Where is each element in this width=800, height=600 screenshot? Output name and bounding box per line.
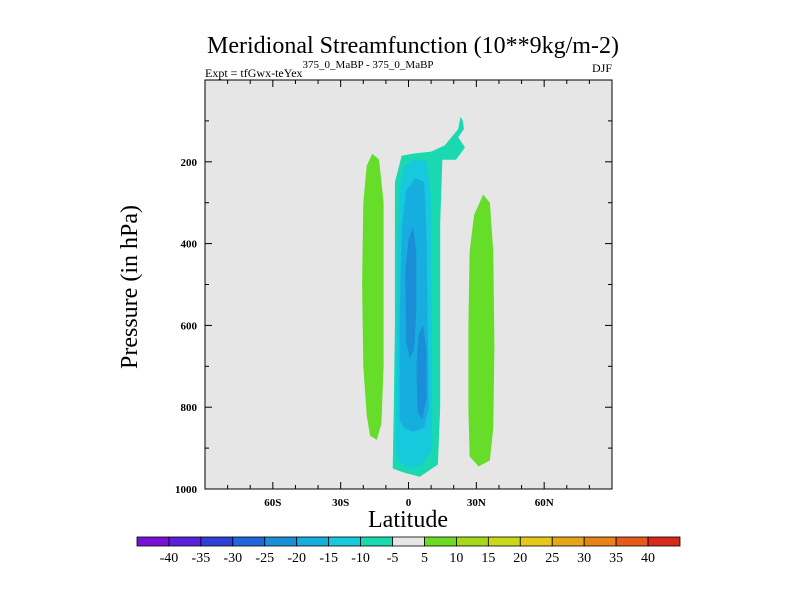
- colorbar-label: -20: [287, 551, 306, 566]
- colorbar-label: 35: [609, 551, 623, 566]
- colorbar-label: -15: [319, 551, 338, 566]
- colorbar-swatch: [328, 536, 361, 547]
- colorbar-swatch: [424, 536, 457, 547]
- colorbar-swatch: [232, 536, 266, 547]
- y-tick-label: 1000: [175, 484, 198, 496]
- colorbar: -40 -35 -30 -25 -20 -15 -10 -5 5 10 15 20 25 30 35 40: [136, 536, 681, 566]
- subtitle-left-sup: 375_0_MaBP - 375_0_MaBP: [303, 59, 434, 71]
- colorbar-swatch: [615, 536, 649, 547]
- colorbar-swatch: [136, 536, 170, 547]
- x-axis-label: Latitude: [368, 507, 448, 533]
- axis-ticks: 60S 30S 0 30N 60N 200 400 600 800 1000: [175, 80, 612, 509]
- contour-region-positive-cell-west: [362, 153, 384, 440]
- colorbar-swatch: [168, 536, 202, 547]
- subtitle-right: DJF: [592, 61, 612, 75]
- colorbar-label: -35: [192, 551, 211, 566]
- colorbar-label: 10: [449, 551, 463, 566]
- y-tick-label: 200: [181, 157, 198, 169]
- colorbar-label: -25: [255, 551, 274, 566]
- y-tick-label: 600: [181, 320, 198, 332]
- contour-region-negative-cell-core-a: [405, 227, 417, 359]
- colorbar-swatch: [487, 536, 521, 547]
- contour-region-negative-cell-core-b: [416, 325, 427, 420]
- colorbar-swatch: [392, 536, 425, 547]
- colorbar-label: -10: [351, 551, 370, 566]
- colorbar-label: -40: [160, 551, 179, 566]
- colorbar-swatch: [360, 536, 393, 547]
- contour-region-positive-cell-east: [468, 194, 495, 467]
- colorbar-label: 20: [513, 551, 527, 566]
- colorbar-label: -30: [223, 551, 242, 566]
- colorbar-swatch: [519, 536, 553, 547]
- x-tick-label: 0: [406, 497, 412, 509]
- colorbar-swatch: [583, 536, 617, 547]
- subtitle-left: Expt = tfGwx-teYex375_0_MaBP - 375_0_MaB…: [205, 59, 434, 80]
- colorbar-label: 5: [421, 551, 428, 566]
- colorbar-swatch: [456, 536, 489, 547]
- colorbar-swatch: [647, 536, 681, 547]
- colorbar-label: -5: [387, 551, 399, 566]
- colorbar-label: 15: [481, 551, 495, 566]
- y-tick-label: 400: [181, 239, 198, 251]
- chart-title: Meridional Streamfunction (10**9kg/m-2): [207, 33, 619, 59]
- colorbar-swatch: [296, 536, 330, 547]
- colorbar-label: 30: [577, 551, 591, 566]
- x-tick-label: 30S: [332, 497, 349, 509]
- colorbar-swatch: [264, 536, 298, 547]
- y-tick-label: 800: [181, 402, 198, 414]
- subtitle-left-main: Expt = tfGwx-teYex: [205, 66, 303, 80]
- colorbar-swatch: [551, 536, 585, 547]
- colorbar-swatch: [200, 536, 234, 547]
- colorbar-label: 25: [545, 551, 559, 566]
- x-tick-label: 30N: [467, 497, 486, 509]
- colorbar-label: 40: [641, 551, 655, 566]
- x-tick-label: 60S: [264, 497, 281, 509]
- x-tick-label: 60N: [535, 497, 554, 509]
- y-axis-label: Pressure (in hPa): [117, 205, 143, 369]
- contour-regions: [362, 116, 495, 477]
